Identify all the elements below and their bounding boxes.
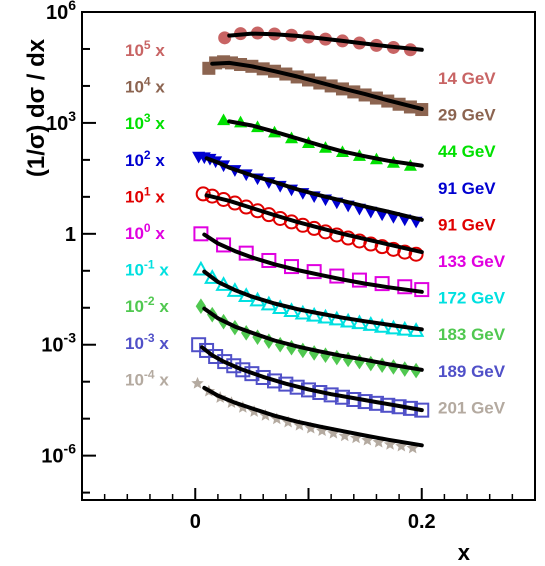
series-group — [192, 260, 425, 337]
series-scale-label: 101 x — [125, 184, 165, 206]
data-point — [218, 31, 232, 45]
data-point — [327, 426, 340, 439]
data-point — [361, 433, 374, 446]
series-scale-label: 10-4 x — [125, 367, 169, 389]
axis-layer: 0 0.2 106 103 1 10-3 10-6 — [41, 0, 536, 533]
series-scale-label: 104 x — [125, 75, 165, 97]
data-point — [331, 349, 343, 366]
series-scale-label: 102 x — [125, 148, 165, 170]
series-group — [195, 298, 424, 379]
series-energy-label: 201 GeV — [438, 398, 506, 417]
fit-curve — [200, 345, 424, 413]
data-point — [192, 260, 210, 276]
series-scale-label: 10-2 x — [125, 294, 169, 316]
series-group — [193, 226, 430, 298]
data-point — [293, 418, 306, 431]
series-scale-label: 103 x — [125, 111, 165, 133]
y-tick-label: 10-3 — [41, 330, 76, 357]
fit-curve — [202, 232, 424, 294]
data-point — [195, 298, 207, 315]
data-point — [363, 236, 379, 252]
series-group — [191, 337, 430, 418]
data-point — [208, 349, 224, 365]
fit-curve — [204, 156, 424, 222]
y-tick-label: 1 — [65, 224, 76, 246]
fit-curve — [227, 119, 424, 168]
data-point — [191, 376, 204, 389]
x-tick-label: 0.2 — [408, 511, 436, 533]
x-axis-title: x — [458, 540, 471, 565]
data-point — [281, 415, 295, 428]
series-scale-label: 10-1 x — [125, 258, 169, 280]
data-point — [397, 244, 413, 260]
series-scale-label: 105 x — [125, 38, 165, 60]
series-energy-label: 91 GeV — [438, 179, 496, 198]
label-layer: 14 GeV 105 x 29 GeV 104 x 44 GeV 103 x 91 GeV 1… — [125, 38, 506, 417]
data-point — [217, 113, 231, 126]
data-point — [383, 438, 397, 450]
series-energy-label: 91 GeV — [438, 215, 496, 234]
series-energy-label: 44 GeV — [438, 142, 496, 161]
series-group — [195, 186, 424, 262]
data-point — [315, 424, 329, 437]
data-point — [235, 362, 251, 378]
data-point — [195, 186, 211, 202]
series-group — [202, 55, 429, 117]
data-point — [252, 329, 263, 345]
series-energy-label: 172 GeV — [438, 289, 506, 308]
series-group — [218, 26, 424, 57]
data-point — [304, 421, 317, 434]
data-point — [395, 439, 408, 452]
data-point — [399, 361, 410, 377]
data-point — [408, 246, 424, 262]
data-point — [338, 429, 351, 442]
data-point — [372, 435, 385, 448]
series-energy-label: 133 GeV — [438, 252, 506, 271]
y-tick-label: 10-6 — [41, 441, 76, 468]
series-scale-label: 10-3 x — [125, 331, 169, 353]
series-scale-label: 100 x — [125, 221, 165, 243]
data-point — [406, 441, 419, 454]
data-point — [226, 358, 242, 374]
series-energy-label: 183 GeV — [438, 325, 506, 344]
plot-layer — [191, 26, 430, 454]
fit-curve — [204, 193, 424, 255]
y-tick-label: 103 — [46, 108, 76, 135]
fit-curve — [202, 385, 424, 448]
y-tick-label: 106 — [46, 0, 76, 24]
series-energy-label: 14 GeV — [438, 69, 496, 88]
series-energy-label: 189 GeV — [438, 362, 506, 381]
fit-curve — [202, 269, 424, 332]
fit-curve — [202, 306, 424, 372]
series-group — [191, 376, 424, 454]
fit-curve — [227, 31, 424, 52]
series-group — [217, 113, 424, 171]
data-point — [349, 431, 363, 444]
series-energy-label: 29 GeV — [438, 106, 496, 125]
fit-curve — [210, 60, 424, 111]
series-group — [192, 151, 424, 229]
y-axis-title: (1/σ) dσ / dx — [23, 38, 50, 177]
x-tick-label: 0 — [190, 511, 201, 533]
data-point — [217, 354, 233, 370]
data-point — [193, 226, 209, 242]
